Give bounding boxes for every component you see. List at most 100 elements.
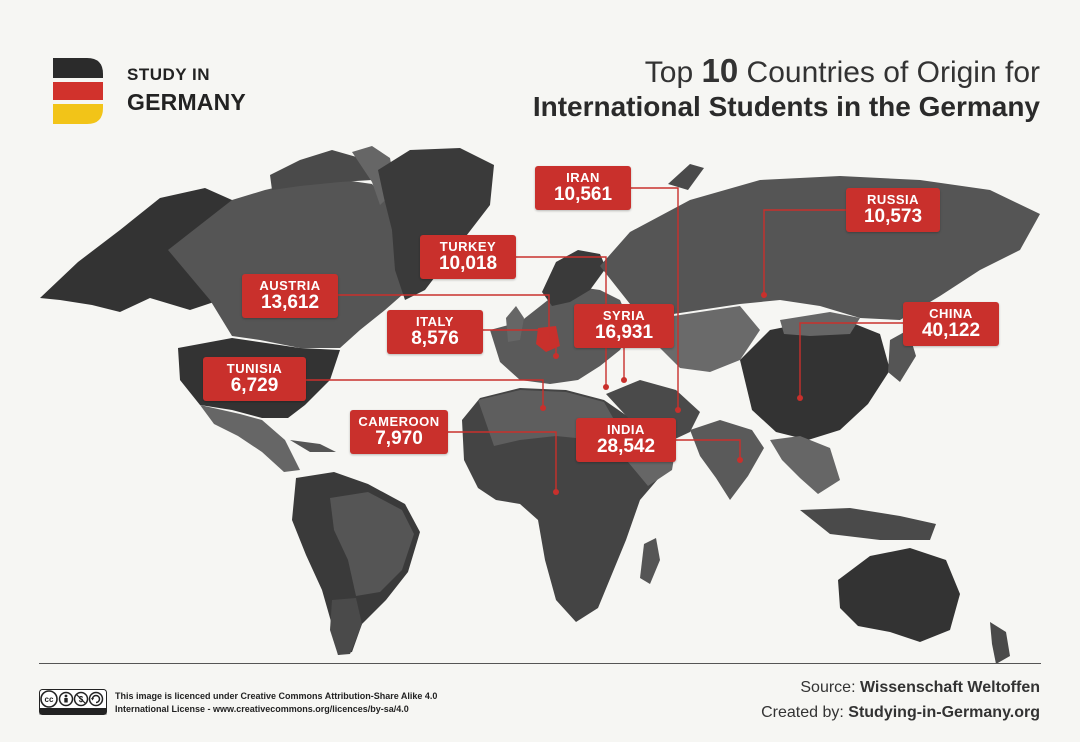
created-value[interactable]: Studying-in-Germany.org [848, 704, 1040, 721]
label-austria: AUSTRIA 13,612 [242, 274, 338, 318]
madagascar-shape [640, 538, 660, 584]
cuba-shape [290, 440, 336, 452]
label-iran-name: IRAN [566, 170, 600, 185]
dot-india [737, 457, 743, 463]
label-italy-name: ITALY [416, 314, 454, 329]
dot-italy [553, 353, 559, 359]
license-line1: This image is licenced under Creative Co… [115, 691, 438, 701]
connector-india [676, 439, 741, 460]
label-turkey-value: 10,018 [438, 253, 498, 274]
footer-divider [39, 663, 1041, 664]
alaska-shape [40, 188, 232, 312]
novaya-zemlya-shape [668, 164, 704, 190]
dot-tunisia [540, 405, 546, 411]
india-shape [690, 420, 764, 500]
label-russia: RUSSIA 10,573 [846, 188, 940, 232]
source-label: Source: [800, 679, 860, 696]
dot-austria [546, 342, 552, 348]
label-italy-value: 8,576 [411, 328, 459, 349]
label-turkey-name: TURKEY [439, 239, 497, 254]
logo-line2: GERMANY [127, 89, 246, 115]
license-text: This image is licenced under Creative Co… [115, 690, 437, 716]
source-line: Source: Wissenschaft Weltoffen [761, 675, 1040, 700]
label-turkey: TURKEY 10,018 [420, 235, 516, 279]
connector-iran [631, 187, 679, 410]
central-asia-shape [660, 306, 760, 372]
indonesia-shape [800, 508, 936, 540]
southeast-asia-shape [770, 436, 840, 494]
title-number: 10 [701, 52, 739, 89]
label-italy: ITALY 8,576 [387, 310, 483, 354]
greenland-shape [378, 148, 494, 300]
nc-icon: $ [73, 691, 89, 707]
created-label: Created by: [761, 704, 849, 721]
label-cameroon-value: 7,970 [375, 428, 423, 449]
title-prefix: Top [644, 56, 702, 89]
created-line: Created by: Studying-in-Germany.org [761, 700, 1040, 725]
label-tunisia-name: TUNISIA [226, 361, 283, 376]
label-syria-value: 16,931 [594, 322, 654, 343]
label-austria-name: AUSTRIA [259, 278, 321, 293]
label-austria-value: 13,612 [260, 292, 320, 313]
label-syria-name: SYRIA [602, 308, 646, 323]
dot-russia [761, 292, 767, 298]
brazil-shape [330, 492, 414, 596]
mongolia-shape [780, 312, 860, 336]
label-tunisia-value: 6,729 [230, 375, 279, 396]
arctic-islands-shape [270, 150, 372, 190]
creative-commons-badge[interactable]: cc $ [39, 689, 107, 715]
label-russia-name: RUSSIA [866, 192, 920, 207]
svg-text:cc: cc [45, 695, 54, 704]
canada-shape [168, 178, 418, 348]
label-iran-value: 10,561 [553, 184, 613, 205]
connector-lines [306, 187, 903, 492]
label-china-name: CHINA [929, 306, 973, 321]
label-cameroon: CAMEROON 7,970 [350, 410, 448, 454]
connector-austria [338, 294, 550, 345]
label-tunisia: TUNISIA 6,729 [203, 357, 306, 401]
germany-shape [536, 326, 560, 352]
label-india-name: INDIA [607, 422, 645, 437]
dot-iran [675, 407, 681, 413]
label-russia-value: 10,573 [863, 206, 923, 227]
connector-dots [540, 292, 803, 495]
by-icon [58, 691, 74, 707]
dot-cameroon [553, 489, 559, 495]
new-zealand-shape [990, 622, 1010, 664]
source-value: Wissenschaft Weltoffen [859, 679, 1040, 696]
middle-east-shape [606, 380, 700, 446]
label-india: INDIA 28,542 [576, 418, 676, 462]
title-line2: International Students in the Germany [532, 90, 1040, 122]
connector-cameroon [448, 431, 557, 492]
mexico-shape [200, 405, 300, 472]
logo-line1: STUDY IN [127, 65, 211, 84]
label-syria: SYRIA 16,931 [574, 304, 674, 348]
label-india-value: 28,542 [596, 436, 656, 457]
sa-icon [88, 691, 104, 707]
scandinavia-shape [542, 250, 606, 306]
label-china: CHINA 40,122 [903, 302, 999, 346]
label-china-value: 40,122 [921, 320, 981, 341]
connector-russia [763, 209, 846, 295]
license-line2[interactable]: International License - www.creativecomm… [115, 704, 409, 714]
connector-china [799, 322, 903, 398]
uk-shape [506, 306, 524, 342]
germany-flag-icon [53, 58, 103, 124]
dot-syria [621, 377, 627, 383]
australia-shape [838, 548, 960, 642]
connector-tunisia [306, 379, 544, 408]
dot-turkey [603, 384, 609, 390]
label-iran: IRAN 10,561 [535, 166, 631, 210]
label-cameroon-name: CAMEROON [358, 414, 440, 429]
china-shape [740, 322, 890, 440]
study-in-germany-logo: STUDY IN GERMANY [53, 58, 273, 128]
dot-china [797, 395, 803, 401]
source-credits: Source: Wissenschaft Weltoffen Created b… [761, 675, 1040, 725]
argentina-shape [330, 598, 362, 655]
title-suffix: Countries of Origin for [738, 56, 1040, 89]
title-line1: Top 10 Countries of Origin for [533, 52, 1040, 91]
page-title: Top 10 Countries of Origin for Internati… [533, 52, 1040, 123]
cc-icon: cc [40, 690, 58, 708]
connector-italy [483, 329, 557, 356]
